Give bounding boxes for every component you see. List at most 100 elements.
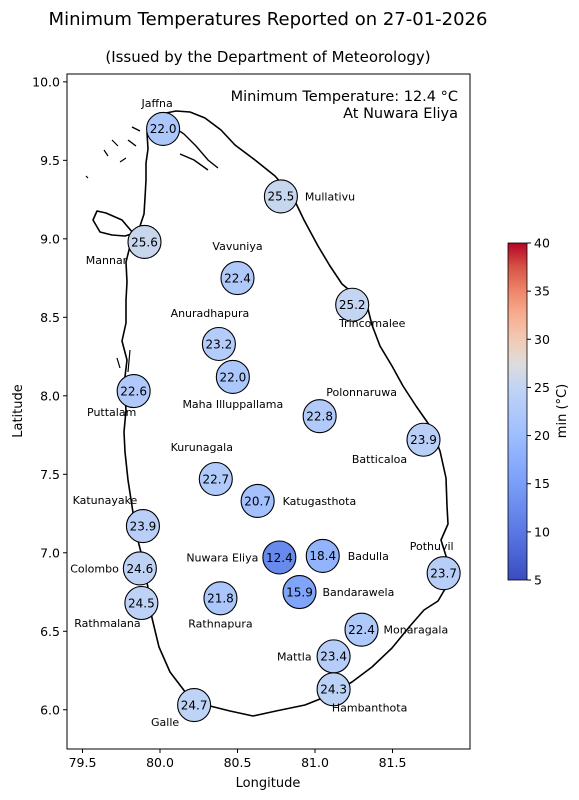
colorbar-tick-label: 25	[534, 380, 550, 395]
station-name: Mattla	[277, 650, 312, 663]
station-name: Nuwara Eliya	[186, 551, 258, 564]
y-axis-label: Latitude	[11, 384, 26, 438]
y-tick-label: 6.0	[40, 702, 60, 717]
y-axis-ticks: 6.0 6.5 7.0 7.5 8.0 8.5 9.0 9.5 10.0	[32, 74, 67, 717]
station-bandarawela: 15.9 Bandarawela	[282, 574, 395, 610]
chart-title: Minimum Temperatures Reported on 27-01-2…	[49, 9, 488, 30]
x-axis-ticks: 79.5 80.0 80.5 81.0 81.5	[69, 749, 407, 770]
station-value: 22.4	[224, 271, 251, 285]
station-name: Maha Illuppallama	[182, 398, 283, 411]
station-name: Rathnapura	[188, 617, 252, 630]
jaffna-lagoon	[127, 119, 219, 171]
station-value: 20.7	[244, 494, 271, 508]
station-polonnaruwa: 22.8 Polonnaruwa	[302, 386, 397, 434]
station-value: 25.5	[268, 190, 295, 204]
station-mullativu: 25.5 Mullativu	[263, 179, 355, 214]
station-puttalam: 22.6 Puttalam	[87, 374, 151, 419]
station-name: Polonnaruwa	[326, 386, 397, 399]
station-vavuniya: 22.4 Vavuniya	[212, 240, 263, 296]
station-rathmalana: 24.5 Rathmalana	[74, 585, 159, 630]
station-marker	[305, 538, 340, 573]
station-anuradhapura: 23.2 Anuradhapura	[171, 307, 249, 362]
y-tick-label: 7.5	[40, 467, 60, 482]
colorbar-tick-label: 35	[534, 284, 550, 299]
station-value: 22.0	[219, 370, 246, 384]
station-name: Kurunagala	[171, 441, 233, 454]
colorbar-tick-label: 40	[534, 236, 550, 251]
station-trincomalee: 25.2 Trincomalee	[335, 287, 406, 330]
station-marker	[240, 483, 275, 519]
station-marker	[302, 399, 337, 434]
station-value: 23.4	[320, 650, 347, 664]
colorbar-label: min (°C)	[555, 384, 570, 438]
station-badulla: 18.4 Badulla	[305, 538, 389, 573]
station-marker	[335, 287, 370, 322]
coastline	[92, 110, 451, 717]
station-value: 22.7	[202, 472, 229, 486]
station-value: 24.7	[181, 698, 208, 712]
station-value: 25.6	[131, 235, 158, 249]
station-name: Mannar	[86, 254, 128, 267]
plot-frame	[66, 73, 471, 750]
station-katugasthota: 20.7 Katugasthota	[240, 483, 357, 519]
station-marker	[220, 261, 255, 296]
station-value: 24.3	[320, 683, 347, 697]
y-tick-label: 8.5	[40, 310, 60, 325]
station-maha-illuppallama: 22.0 Maha Illuppallama	[182, 359, 283, 411]
station-marker	[282, 574, 317, 610]
station-name: Katugasthota	[283, 495, 357, 508]
station-jaffna: 22.0 Jaffna	[140, 97, 181, 146]
station-name: Badulla	[348, 550, 389, 563]
station-value: 12.4	[266, 551, 293, 565]
station-monaragala: 22.4 Monaragala	[344, 612, 448, 647]
y-tick-label: 8.0	[40, 388, 60, 403]
colorbar-tick-label: 20	[534, 428, 550, 443]
x-tick-label: 79.5	[69, 755, 97, 770]
station-name: Bandarawela	[323, 586, 395, 599]
station-name: Colombo	[70, 562, 119, 575]
station-name: Hambanthota	[332, 701, 408, 714]
colorbar-tick-label: 5	[534, 573, 542, 588]
y-tick-label: 7.0	[40, 545, 60, 560]
x-tick-label: 81.5	[379, 755, 407, 770]
station-value: 18.4	[309, 549, 336, 563]
station-name: Rathmalana	[74, 617, 140, 630]
station-pothuvil: 23.7 Pothuvil	[410, 540, 461, 591]
station-hambanthota: 24.3 Hambanthota	[316, 672, 408, 714]
station-marker	[263, 179, 298, 214]
station-name: Mullativu	[305, 190, 355, 203]
station-value: 15.9	[286, 585, 313, 599]
station-marker	[127, 224, 162, 260]
chart-subtitle: (Issued by the Department of Meteorology…	[105, 48, 430, 66]
x-tick-label: 81.0	[301, 755, 329, 770]
x-tick-label: 80.0	[146, 755, 174, 770]
station-value: 23.7	[430, 566, 457, 580]
x-tick-label: 80.5	[224, 755, 252, 770]
colorbar-tick-label: 10	[534, 524, 550, 539]
station-value: 24.6	[126, 562, 153, 576]
station-value: 22.4	[348, 623, 375, 637]
station-katunayake: 23.9 Katunayake	[73, 494, 160, 544]
station-marker	[316, 672, 351, 707]
colorbar	[507, 242, 528, 581]
station-name: Trincomalee	[338, 317, 406, 330]
colorbar-ticks: 5 10 15 20 25 30 35 40	[527, 236, 550, 588]
y-tick-label: 6.5	[40, 624, 60, 639]
station-mattla: 23.4 Mattla	[277, 639, 351, 674]
station-name: Jaffna	[140, 97, 172, 110]
annotation-min-temp: Minimum Temperature: 12.4 °C	[231, 89, 458, 105]
y-tick-label: 10.0	[32, 74, 60, 89]
colorbar-tick-label: 15	[534, 476, 550, 491]
station-marker	[344, 612, 379, 647]
station-name: Pothuvil	[410, 540, 454, 553]
station-name: Galle	[151, 716, 179, 729]
colorbar-tick-label: 30	[534, 332, 550, 347]
station-marker	[198, 461, 233, 497]
station-marker	[125, 509, 160, 544]
station-marker	[203, 581, 238, 616]
